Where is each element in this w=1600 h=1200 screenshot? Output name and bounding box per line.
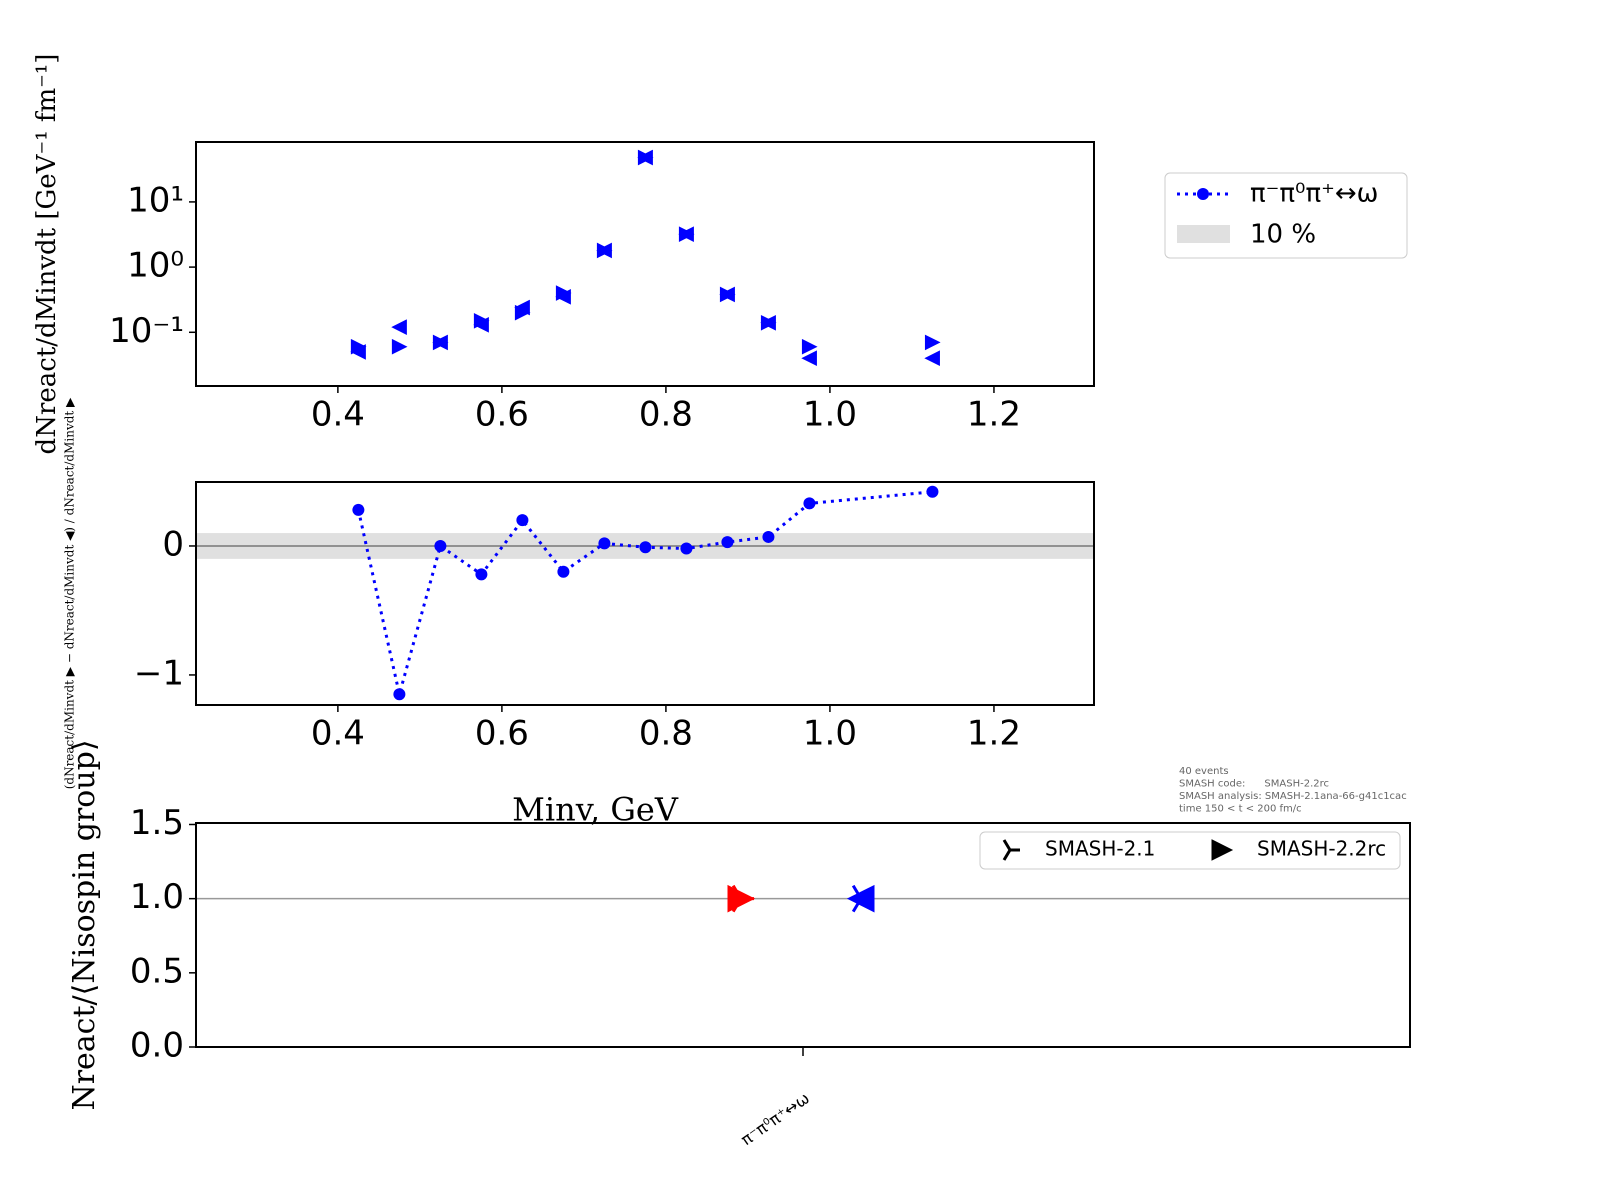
point [393,688,406,701]
point [721,536,734,549]
y-tick-label: −1 [134,653,184,693]
point [352,503,365,516]
marker [514,299,530,316]
plot-frame [195,141,1095,387]
annotation: SMASH analysis: SMASH-2.1ana-66-g41c1cac [1179,791,1407,802]
y-tick-label: 1.0 [130,877,184,917]
point [434,539,447,552]
legend-label: SMASH-2.1 [1045,837,1155,861]
point [680,542,693,555]
marker [924,350,940,367]
x-tick-label: 1.0 [803,714,857,754]
y-tick-label: 0.5 [130,951,184,991]
legend-box [979,831,1401,870]
x-tick-label: 0.4 [311,395,365,435]
marker [596,242,612,259]
x-tick-label: 0.6 [475,395,529,435]
plot-frame [195,481,1095,706]
x-tick-label: 0.8 [639,395,693,435]
x-tick-label: 0.8 [639,714,693,754]
annotation: time 150 < t < 200 fm/c [1179,804,1302,815]
point [762,530,775,543]
legend-label: π⁻π⁰π⁺↔ω [1250,179,1378,209]
y-axis-label: Nreact/⟨Nisospin group⟩ [67,739,102,1110]
marker [760,314,776,331]
marker [391,319,407,335]
point [598,537,611,550]
marker [801,338,818,355]
x-tick-label: 0.4 [311,714,365,754]
x-tick-label: 0.6 [475,714,529,754]
annotation: 40 events [1179,766,1229,777]
plot-frame [195,822,1411,1048]
y-tick-label: 0.0 [130,1026,184,1066]
legend-band [1177,225,1230,243]
annotation: SMASH code: SMASH-2.2rc [1179,779,1329,790]
point [516,514,529,527]
point [475,568,488,581]
marker [719,286,735,303]
series-line [356,490,933,695]
y-axis-label: dNreact/dMinvdt [GeV⁻¹ fm⁻¹] [32,54,62,455]
marker [727,884,756,913]
x-tick-label: 1.0 [803,395,857,435]
marker [846,884,875,913]
x-tick-label: 1.2 [967,714,1021,754]
marker [637,149,653,166]
y-tick-label: 10⁻¹ [109,311,184,351]
point [557,565,570,578]
marker [350,344,366,360]
point [803,497,816,510]
marker [801,350,817,367]
marker [391,338,408,355]
y-axis-label: (dNreact/dMinvdt ▶ − dNreact/dMinvdt ◀) … [63,397,77,789]
point [639,541,652,554]
marker [1002,839,1020,861]
legend-label: SMASH-2.2rc [1257,837,1386,861]
marker [432,334,448,351]
marker [678,226,694,242]
y-tick-label: 10¹ [127,180,184,220]
marker [473,317,489,333]
marker [1211,839,1234,861]
marker [555,289,571,305]
point [926,485,939,498]
y-tick-label: 0 [162,524,184,564]
x-tick-label: π⁻π⁰π⁺↔ω [737,1088,813,1149]
x-tick-label: 1.2 [967,395,1021,435]
marker [924,334,941,351]
y-tick-label: 1.5 [130,803,184,843]
y-tick-label: 10⁰ [127,246,184,286]
legend-label: 10 % [1250,220,1316,250]
legend-marker [1197,188,1209,200]
